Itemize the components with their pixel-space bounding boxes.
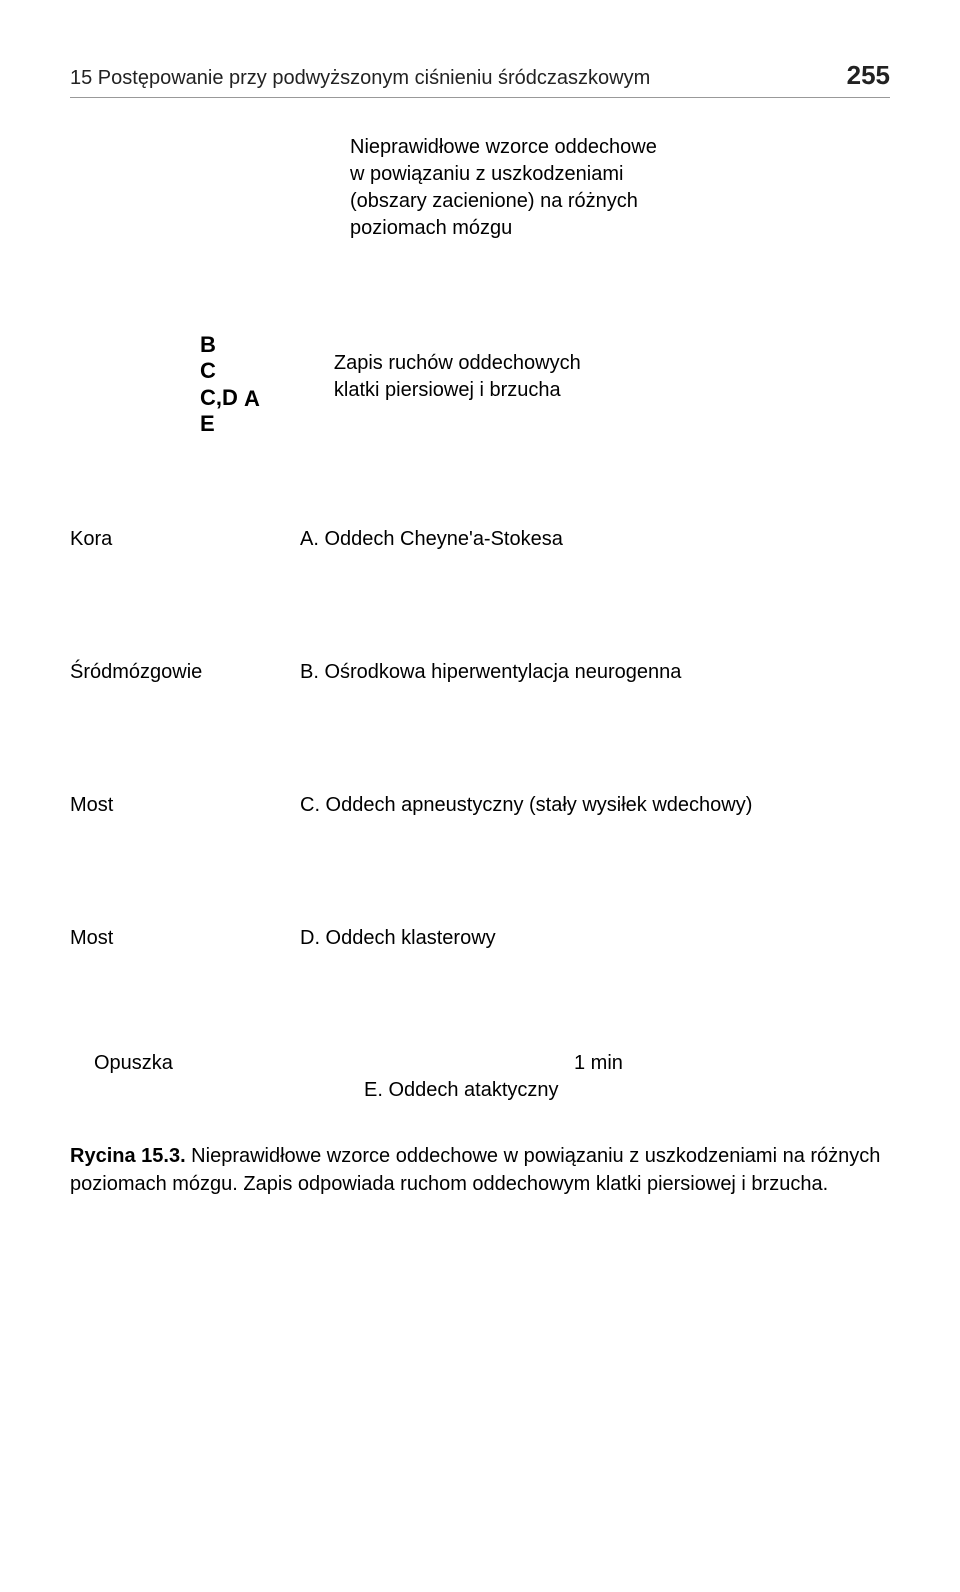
pattern-row-last: Opuszka 1 min E. Oddech ataktyczny	[70, 1052, 890, 1102]
figure-title-line: poziomach mózgu	[350, 215, 890, 242]
figure-title-line: Nieprawidłowe wzorce oddechowe	[350, 134, 890, 161]
figure-title-line: (obszary zacienione) na różnych	[350, 188, 890, 215]
recording-label: Zapis ruchów oddechowych klatki piersiow…	[334, 350, 581, 404]
figure-title-line: w powiązaniu z uszkodzeniami	[350, 161, 890, 188]
letter-a: A	[244, 386, 260, 412]
pattern-rows: Kora A. Oddech Cheyne'a-Stokesa Śródmózg…	[70, 528, 890, 1102]
pattern-desc: A. Oddech Cheyne'a-Stokesa	[300, 528, 563, 551]
caption-text: Nieprawidłowe wzorce oddechowe w powiąza…	[70, 1145, 880, 1195]
pattern-row: Most C. Oddech apneustyczny (stały wysił…	[70, 794, 890, 817]
letter-c: C	[200, 358, 238, 384]
caption-label: Rycina 15.3.	[70, 1145, 186, 1167]
pattern-desc: D. Oddech klasterowy	[300, 927, 496, 950]
region-label: Most	[70, 927, 300, 950]
region-label: Opuszka	[94, 1052, 324, 1075]
pattern-row: Most D. Oddech klasterowy	[70, 927, 890, 950]
time-scale-label: 1 min	[574, 1052, 890, 1075]
letter-e: E	[200, 411, 238, 437]
chapter-title: 15 Postępowanie przy podwyższonym ciśnie…	[70, 67, 650, 90]
figure-caption: Rycina 15.3. Nieprawidłowe wzorce oddech…	[70, 1142, 890, 1198]
page-header: 15 Postępowanie przy podwyższonym ciśnie…	[70, 60, 890, 98]
brain-letters: B C C,D E A	[200, 332, 238, 438]
pattern-row: Śródmózgowie B. Ośrodkowa hiperwentylacj…	[70, 661, 890, 684]
recording-label-line: Zapis ruchów oddechowych	[334, 350, 581, 377]
brain-letters-block: B C C,D E A Zapis ruchów oddechowych kla…	[200, 332, 890, 438]
letter-b: B	[200, 332, 238, 358]
figure-title: Nieprawidłowe wzorce oddechowe w powiąza…	[350, 134, 890, 242]
pattern-desc: C. Oddech apneustyczny (stały wysiłek wd…	[300, 794, 752, 817]
region-label: Kora	[70, 528, 300, 551]
region-label: Śródmózgowie	[70, 661, 300, 684]
region-label: Most	[70, 794, 300, 817]
pattern-desc: E. Oddech ataktyczny	[364, 1079, 890, 1102]
pattern-row: Kora A. Oddech Cheyne'a-Stokesa	[70, 528, 890, 551]
letter-cd: C,D	[200, 385, 238, 411]
recording-label-line: klatki piersiowej i brzucha	[334, 377, 581, 404]
pattern-desc: B. Ośrodkowa hiperwentylacja neurogenna	[300, 661, 681, 684]
page-number: 255	[847, 60, 890, 91]
